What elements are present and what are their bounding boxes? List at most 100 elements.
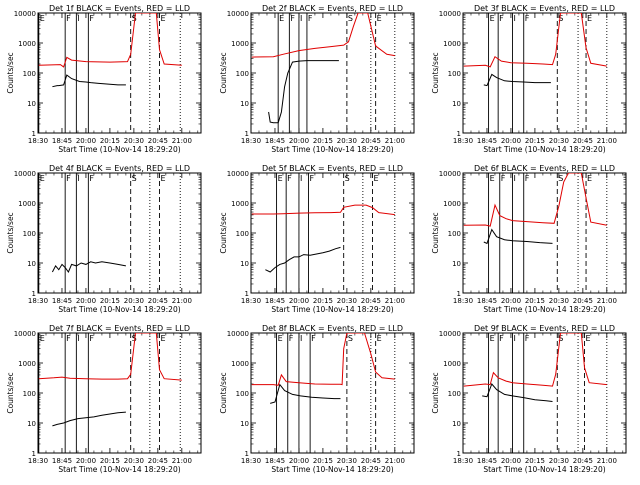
y-tick-label: 10 bbox=[452, 420, 461, 428]
marker-label: I bbox=[514, 334, 516, 343]
marker-label: I bbox=[77, 174, 79, 183]
marker-label: F bbox=[525, 14, 530, 23]
y-tick-label: 100 bbox=[448, 230, 461, 238]
x-tick-label: 20:00 bbox=[76, 457, 96, 465]
y-tick-label: 1 bbox=[457, 450, 461, 458]
lld-series-line bbox=[38, 13, 182, 68]
marker-label: E bbox=[373, 174, 378, 183]
x-tick-label: 18:30 bbox=[28, 137, 48, 145]
marker-label: S bbox=[558, 334, 563, 343]
marker-label: F bbox=[499, 14, 504, 23]
x-axis-label: Start Time (10-Nov-14 18:29:20) bbox=[271, 305, 393, 314]
x-tick-label: 21:00 bbox=[172, 297, 192, 305]
y-tick-label: 10 bbox=[27, 420, 36, 428]
x-tick-label: 21:00 bbox=[597, 137, 617, 145]
x-tick-label: 20:15 bbox=[313, 457, 333, 465]
x-tick-label: 20:30 bbox=[549, 297, 569, 305]
marker-label: E bbox=[278, 334, 283, 343]
lld-series-line bbox=[463, 13, 607, 68]
marker-label: I bbox=[77, 334, 79, 343]
events-series-line bbox=[270, 383, 341, 404]
marker-label: E bbox=[377, 14, 382, 23]
panel-title: Det 6f BLACK = Events, RED = LLD bbox=[474, 164, 615, 173]
x-tick-label: 20:15 bbox=[525, 137, 545, 145]
y-axis-label: Counts/sec bbox=[6, 372, 15, 413]
panel-title: Det 8f BLACK = Events, RED = LLD bbox=[262, 324, 403, 333]
x-axis-label: Start Time (10-Nov-14 18:29:20) bbox=[271, 145, 393, 154]
y-tick-label: 10000 bbox=[227, 330, 249, 338]
lld-series-line bbox=[251, 13, 395, 58]
x-tick-label: 20:00 bbox=[289, 137, 309, 145]
events-series-line bbox=[483, 228, 553, 245]
y-tick-label: 1 bbox=[32, 290, 36, 298]
y-tick-label: 1000 bbox=[231, 360, 249, 368]
x-tick-label: 20:15 bbox=[525, 297, 545, 305]
y-axis-label: Counts/sec bbox=[6, 52, 15, 93]
y-tick-label: 10000 bbox=[439, 170, 461, 178]
y-tick-label: 100 bbox=[236, 70, 249, 78]
marker-label: E bbox=[490, 14, 495, 23]
x-tick-label: 21:00 bbox=[385, 137, 405, 145]
y-tick-label: 1 bbox=[245, 130, 249, 138]
x-tick-label: 20:00 bbox=[76, 137, 96, 145]
x-axis-label: Start Time (10-Nov-14 18:29:20) bbox=[483, 145, 605, 154]
marker-label: S bbox=[132, 334, 137, 343]
x-tick-label: 18:45 bbox=[477, 457, 497, 465]
lld-series-line bbox=[463, 333, 607, 387]
x-tick-label: 18:30 bbox=[453, 137, 473, 145]
y-axis-label: Counts/sec bbox=[431, 212, 440, 253]
marker-label: I bbox=[514, 14, 516, 23]
y-tick-label: 10000 bbox=[227, 10, 249, 18]
marker-label: F bbox=[89, 14, 94, 23]
events-series-line bbox=[268, 60, 339, 124]
marker-label: F bbox=[501, 174, 506, 183]
chart-panel-8: Det 8f BLACK = Events, RED = LLD 1 10 100 10… bbox=[219, 324, 415, 474]
x-tick-label: 20:45 bbox=[573, 457, 593, 465]
x-tick-label: 18:45 bbox=[52, 457, 72, 465]
panel-title: Det 1f BLACK = Events, RED = LLD bbox=[49, 4, 190, 13]
x-tick-label: 21:00 bbox=[597, 297, 617, 305]
marker-label: S bbox=[558, 14, 563, 23]
y-tick-label: 10000 bbox=[439, 330, 461, 338]
x-tick-label: 20:45 bbox=[361, 137, 381, 145]
plot-frame bbox=[37, 332, 202, 454]
chart-panel-5: Det 5f BLACK = Events, RED = LLD 1 10 100 10… bbox=[219, 164, 415, 314]
y-tick-label: 1 bbox=[32, 450, 36, 458]
x-tick-label: 20:00 bbox=[501, 297, 521, 305]
panel-title: Det 9f BLACK = Events, RED = LLD bbox=[474, 324, 615, 333]
x-tick-label: 21:00 bbox=[172, 137, 192, 145]
y-axis-label: Counts/sec bbox=[219, 212, 228, 253]
x-tick-label: 18:45 bbox=[265, 297, 285, 305]
marker-label: F bbox=[525, 334, 530, 343]
y-axis-label: Counts/sec bbox=[431, 372, 440, 413]
x-tick-label: 20:45 bbox=[573, 297, 593, 305]
y-tick-label: 10000 bbox=[14, 330, 36, 338]
x-tick-label: 20:30 bbox=[549, 137, 569, 145]
chart-panel-6: Det 6f BLACK = Events, RED = LLD 1 10 100 10… bbox=[431, 164, 627, 314]
marker-label: F bbox=[290, 14, 295, 23]
x-tick-label: 21:00 bbox=[385, 297, 405, 305]
x-tick-label: 18:45 bbox=[477, 297, 497, 305]
x-tick-label: 20:15 bbox=[100, 137, 120, 145]
x-tick-label: 18:30 bbox=[241, 297, 261, 305]
x-tick-label: 20:00 bbox=[501, 457, 521, 465]
plot-frame bbox=[37, 12, 202, 134]
plot-frame bbox=[462, 12, 627, 134]
x-axis-label: Start Time (10-Nov-14 18:29:20) bbox=[483, 465, 605, 474]
x-tick-label: 18:45 bbox=[265, 457, 285, 465]
marker-label: S bbox=[348, 334, 353, 343]
x-tick-label: 18:30 bbox=[453, 297, 473, 305]
x-tick-label: 18:45 bbox=[477, 137, 497, 145]
x-tick-label: 20:00 bbox=[76, 297, 96, 305]
y-axis-label: Counts/sec bbox=[431, 52, 440, 93]
x-tick-label: 18:30 bbox=[241, 137, 261, 145]
y-tick-label: 1000 bbox=[18, 360, 36, 368]
x-tick-label: 21:00 bbox=[172, 457, 192, 465]
panel-title: Det 7f BLACK = Events, RED = LLD bbox=[49, 324, 190, 333]
marker-label: F bbox=[66, 174, 71, 183]
marker-label: F bbox=[66, 334, 71, 343]
plot-frame bbox=[37, 172, 202, 294]
x-tick-label: 20:30 bbox=[337, 137, 357, 145]
x-tick-label: 20:45 bbox=[361, 457, 381, 465]
